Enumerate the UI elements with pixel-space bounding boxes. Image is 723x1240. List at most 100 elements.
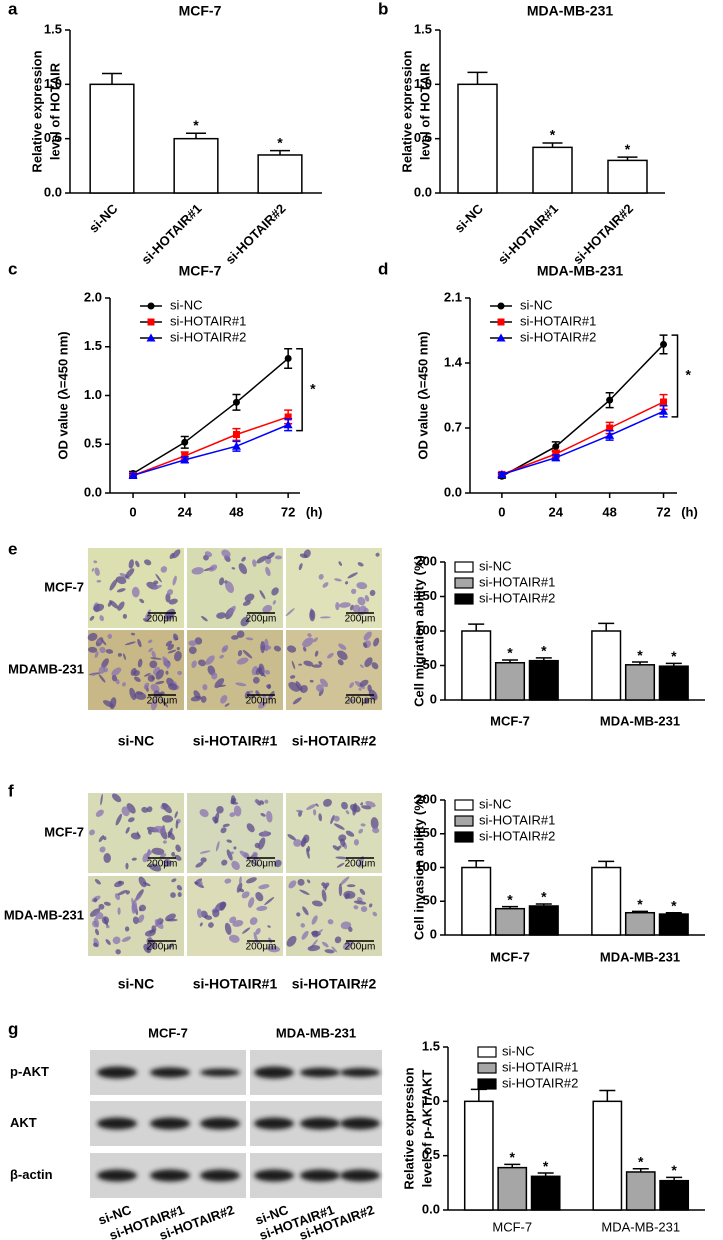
cell (259, 590, 266, 600)
bar (497, 1166, 528, 1211)
bar (530, 1175, 561, 1211)
cell (356, 582, 368, 590)
scale-label: 200μm (345, 859, 376, 870)
cell (191, 567, 204, 575)
cell (144, 673, 151, 677)
legend-label: si-NC (479, 558, 512, 573)
cell (214, 812, 220, 824)
row-label: β-actin (10, 1167, 53, 1182)
cell (309, 679, 314, 683)
cell (298, 663, 303, 666)
cell (291, 660, 296, 670)
cell (264, 896, 275, 906)
x-tick-label: MDA-MB-231 (600, 949, 680, 964)
cell (164, 657, 168, 662)
cell (232, 920, 244, 927)
marker (497, 469, 507, 478)
y-tick-label: 50 (423, 893, 437, 908)
cell (111, 793, 122, 803)
cell (250, 859, 259, 867)
error-bar (598, 860, 615, 868)
cell (229, 812, 236, 818)
scale-label: 200μm (246, 859, 277, 870)
cell (153, 580, 159, 585)
cell (249, 917, 258, 925)
y-tick-label: 1.4 (444, 354, 463, 369)
cell (164, 859, 169, 864)
cell (121, 936, 131, 942)
cell (241, 556, 246, 562)
marker (231, 441, 241, 450)
cell (94, 567, 100, 576)
cell (167, 589, 174, 596)
cell (93, 898, 98, 903)
row-label: MCF-7 (44, 824, 84, 839)
cell (94, 928, 100, 936)
marker (497, 318, 505, 326)
y-tick-label: 1.0 (422, 1093, 440, 1108)
cell (89, 829, 96, 836)
cell (176, 646, 180, 651)
cell (151, 925, 157, 933)
cell (352, 802, 357, 816)
cell (309, 609, 316, 622)
y-tick-label: 1.5 (84, 338, 102, 353)
error-bar (632, 661, 648, 665)
cell (341, 801, 348, 810)
column-label: si-HOTAIR#2 (292, 976, 377, 992)
y-tick-label: 0.0 (44, 184, 62, 199)
y-tick-label: 100 (415, 622, 437, 637)
y-tick-label: 0.7 (444, 419, 462, 434)
cell (96, 580, 102, 583)
cell (154, 917, 162, 927)
cell (151, 650, 156, 658)
cell (228, 605, 236, 615)
cell (338, 643, 347, 650)
cell (147, 639, 153, 644)
legend-label: si-HOTAIR#2 (170, 329, 246, 344)
error-bar (665, 911, 682, 915)
cell (150, 684, 160, 693)
cell (225, 581, 235, 593)
chart-title: MCF-7 (179, 263, 222, 279)
cell (167, 683, 178, 691)
cell (231, 860, 240, 870)
annotation: * (310, 380, 316, 396)
scale-label: 200μm (246, 696, 277, 707)
cell (129, 687, 137, 701)
cell (130, 667, 137, 676)
cell (340, 838, 346, 847)
cell (307, 945, 321, 952)
cell (122, 682, 126, 687)
cell (208, 922, 214, 928)
cell (264, 638, 269, 652)
chart-title: MCF-7 (179, 3, 222, 19)
bar (592, 1100, 623, 1211)
error-bar (632, 910, 648, 913)
significance: * (510, 1149, 516, 1165)
band (200, 1117, 240, 1130)
cell (273, 645, 281, 652)
cell (264, 669, 271, 675)
y-axis-label: Relative expression (401, 1067, 416, 1189)
x-axis-label: (h) (681, 504, 698, 519)
cell (245, 637, 254, 641)
x-tick-label: si-HOTAIR#2 (570, 201, 636, 267)
cell (242, 927, 251, 934)
cell (103, 917, 109, 927)
column-label: si-HOTAIR#1 (193, 976, 278, 992)
cell (149, 660, 158, 669)
cell (198, 659, 206, 667)
cell (335, 856, 349, 860)
y-tick-label: 1.5 (422, 1038, 440, 1053)
cell (224, 703, 230, 707)
cell (117, 889, 128, 896)
significance: * (671, 897, 677, 913)
cell (358, 687, 362, 691)
cell (160, 698, 169, 708)
bar (494, 661, 526, 701)
bar (461, 866, 492, 936)
cell (230, 801, 239, 805)
cell (347, 572, 358, 579)
marker (147, 318, 155, 326)
